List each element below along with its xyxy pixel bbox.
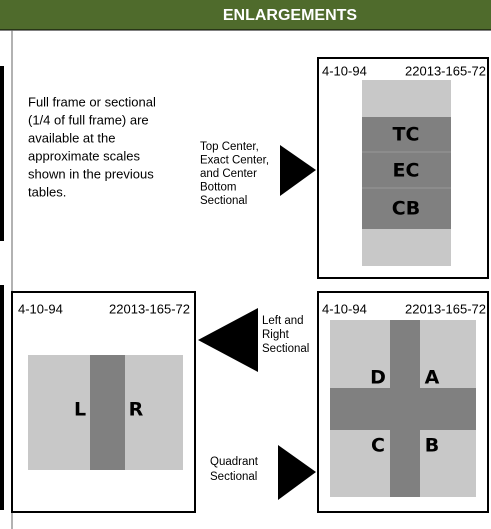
side-bar: [0, 285, 4, 510]
text-line: Left and: [262, 315, 304, 327]
label: Left and Right Sectional: [262, 315, 309, 355]
side-bar: [0, 66, 4, 241]
text-line: and Center: [200, 168, 257, 180]
date: 4-10-94: [322, 63, 367, 78]
text-line: Top Center,: [200, 141, 259, 153]
text-line: Sectional: [262, 343, 309, 355]
text-line: Bottom: [200, 182, 236, 194]
section: [90, 355, 125, 470]
text-line: shown in the previous: [28, 166, 154, 181]
date: 4-10-94: [322, 301, 367, 316]
date: 4-10-94: [18, 301, 63, 316]
label: Quadrant Sectional: [210, 456, 259, 483]
label: Top Center, Exact Center,and Center Bottom…: [200, 141, 269, 207]
section-label: TC: [393, 124, 420, 146]
header-bar: [0, 0, 491, 30]
section: [330, 388, 476, 430]
code: 22013-165-72: [405, 301, 486, 316]
intro: Full frame or sectional (1/4 of full fram…: [28, 94, 156, 199]
arrow: [198, 308, 258, 372]
text-line: Exact Center,: [200, 155, 269, 167]
text-line: Sectional: [200, 195, 247, 207]
arrow: [280, 145, 316, 196]
text-line: Quadrant: [210, 456, 259, 468]
text-line: approximate scales: [28, 148, 140, 163]
text-line: available at the: [28, 130, 115, 145]
section-label: EC: [393, 160, 420, 182]
section-label: D: [370, 367, 386, 389]
text-line: Full frame or sectional: [28, 94, 156, 109]
code: 22013-165-72: [109, 301, 190, 316]
section-label: CB: [392, 198, 420, 220]
section: [362, 117, 451, 229]
code: 22013-165-72: [405, 63, 486, 78]
text-line: Right: [262, 329, 290, 341]
section-label: A: [425, 367, 440, 389]
section-label: C: [371, 435, 385, 457]
arrow: [278, 445, 316, 500]
section-label: R: [129, 399, 144, 421]
section-label: B: [425, 435, 439, 457]
text-line: tables.: [28, 184, 66, 199]
text-line: (1/4 of full frame) are: [28, 112, 149, 127]
header-title: ENLARGEMENTS: [223, 7, 358, 24]
section-label: L: [74, 399, 86, 421]
text-line: Sectional: [210, 471, 257, 483]
